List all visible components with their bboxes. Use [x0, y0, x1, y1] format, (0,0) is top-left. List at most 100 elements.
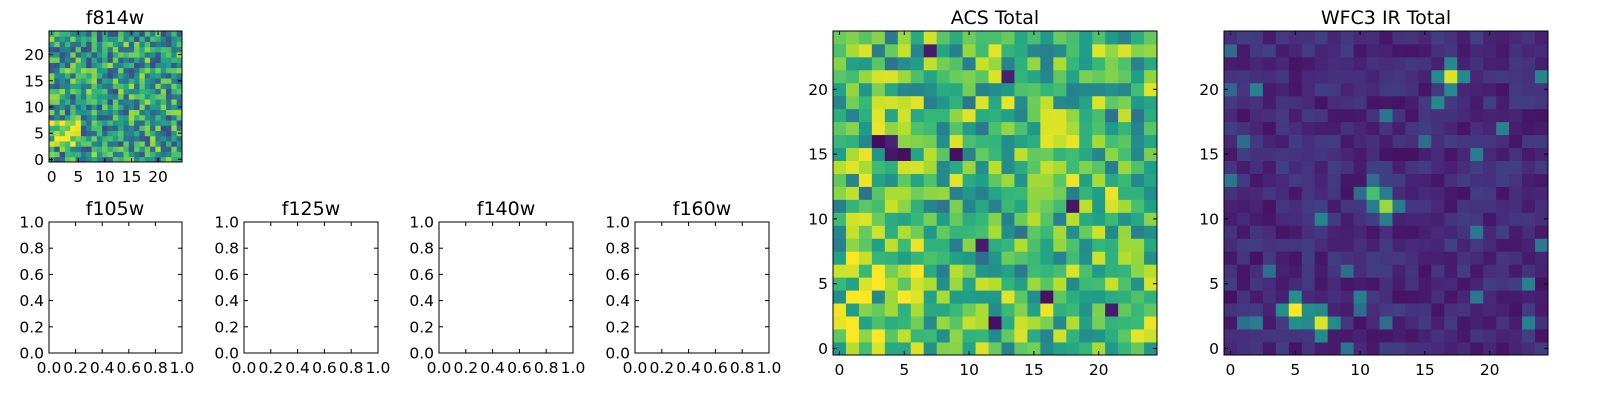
y-tick-label: 1.0 — [214, 214, 239, 232]
heatmap-cell — [845, 134, 860, 149]
heatmap-cell — [86, 36, 92, 42]
y-tick-label: 0.0 — [214, 345, 239, 363]
heatmap-cell — [150, 104, 156, 110]
heatmap-cell — [1144, 69, 1158, 84]
heatmap-cell — [910, 173, 925, 187]
heatmap-cell — [962, 238, 976, 252]
heatmap-cell — [975, 251, 989, 265]
heatmap-cell — [1483, 69, 1497, 84]
heatmap-cell — [1040, 82, 1054, 97]
heatmap-cell — [1314, 290, 1329, 304]
heatmap-cell — [1224, 69, 1238, 84]
heatmap-cell — [1509, 238, 1523, 252]
heatmap-cell — [1366, 342, 1380, 356]
y-tick-label: 0.2 — [605, 318, 630, 336]
heatmap-cell — [1027, 173, 1041, 187]
heatmap-cell — [1314, 173, 1329, 187]
heatmap-cell — [962, 134, 976, 149]
heatmap-cell — [845, 225, 860, 239]
heatmap-cell — [150, 109, 156, 116]
heatmap-cell — [1144, 134, 1158, 149]
heatmap-cell — [1301, 56, 1316, 71]
heatmap-cell — [1483, 121, 1497, 136]
heatmap-cell — [176, 120, 183, 126]
heatmap-cell — [70, 36, 76, 42]
heatmap-cell — [1392, 199, 1406, 213]
heatmap-cell — [988, 147, 1002, 161]
heatmap-cell — [845, 290, 860, 304]
heatmap-cell — [1118, 199, 1132, 213]
heatmap-cell — [150, 62, 156, 69]
heatmap-cell — [1288, 303, 1303, 317]
y-tick-label: 20 — [1199, 81, 1219, 99]
heatmap-cell — [833, 290, 847, 304]
heatmap-cell — [102, 78, 108, 84]
heatmap-cell — [1470, 82, 1484, 97]
heatmap-cell — [166, 151, 172, 158]
heatmap-cell — [1405, 173, 1419, 187]
heatmap-cell — [1340, 199, 1354, 213]
heatmap-cell — [1053, 316, 1067, 330]
heatmap-cell — [1457, 134, 1471, 149]
heatmap-cell — [102, 51, 108, 58]
heatmap-cells — [49, 31, 183, 163]
heatmap-cell — [1001, 173, 1015, 187]
heatmap-cell — [1105, 82, 1119, 97]
heatmap-cell — [86, 120, 92, 126]
heatmap-cell — [1066, 225, 1080, 239]
heatmap-cell — [1327, 251, 1342, 265]
heatmap-cell — [112, 78, 119, 84]
heatmap-cell — [962, 225, 976, 239]
heatmap-cell — [1535, 95, 1549, 110]
heatmap-cell — [1353, 225, 1367, 239]
heatmap-cell — [871, 69, 886, 84]
heatmap-cell — [897, 329, 912, 343]
heatmap-cell — [1249, 199, 1264, 213]
heatmap-cell — [1327, 31, 1342, 45]
heatmap-cell — [1353, 277, 1367, 291]
heatmap-cell — [91, 146, 98, 152]
heatmap-cell — [1079, 186, 1093, 200]
heatmap-cell — [962, 160, 976, 174]
heatmap-cell — [1444, 316, 1458, 330]
heatmap-cell — [1066, 303, 1080, 317]
heatmap-cell — [1262, 199, 1277, 213]
heatmap-cell — [123, 88, 130, 95]
heatmap-cell — [1066, 212, 1080, 226]
heatmap-cell — [59, 104, 66, 110]
heatmap-cell — [1418, 290, 1432, 304]
heatmap-cell — [845, 82, 860, 97]
heatmap-cell — [59, 57, 66, 63]
heatmap-cell — [923, 43, 938, 58]
heatmap-cell — [1392, 186, 1406, 200]
heatmap-cell — [64, 93, 71, 100]
heatmap-cell — [1444, 108, 1458, 123]
x-tick-label: 0 — [1226, 361, 1236, 379]
heatmap-cell — [176, 151, 183, 158]
heatmap-cell — [70, 146, 76, 152]
heatmap-cell — [75, 72, 82, 79]
heatmap-cell — [1014, 43, 1028, 58]
heatmap-cell — [1053, 225, 1067, 239]
heatmap-cell — [86, 109, 92, 116]
heatmap-cell — [102, 151, 108, 158]
heatmap-cell — [1418, 134, 1432, 149]
heatmap-cell — [1535, 264, 1549, 278]
heatmap-cell — [155, 51, 162, 58]
heatmap-cell — [910, 199, 925, 213]
heatmap-cell — [1314, 277, 1329, 291]
heatmap-cell — [1262, 212, 1277, 226]
heatmap-cell — [1353, 95, 1367, 110]
x-tick-label: 0.2 — [649, 359, 674, 377]
heatmap-cell — [49, 62, 55, 69]
heatmap-cell — [884, 147, 899, 161]
heatmap-cell — [1262, 329, 1277, 343]
heatmap-cell — [80, 41, 87, 48]
heatmap-cell — [1224, 82, 1238, 97]
y-tick-label: 1.0 — [605, 214, 630, 232]
heatmap-cell — [1144, 212, 1158, 226]
heatmap-cell — [1444, 82, 1458, 97]
heatmap-cell — [1431, 31, 1445, 45]
heatmap-cell — [1001, 212, 1015, 226]
heatmap-cell — [176, 88, 183, 95]
